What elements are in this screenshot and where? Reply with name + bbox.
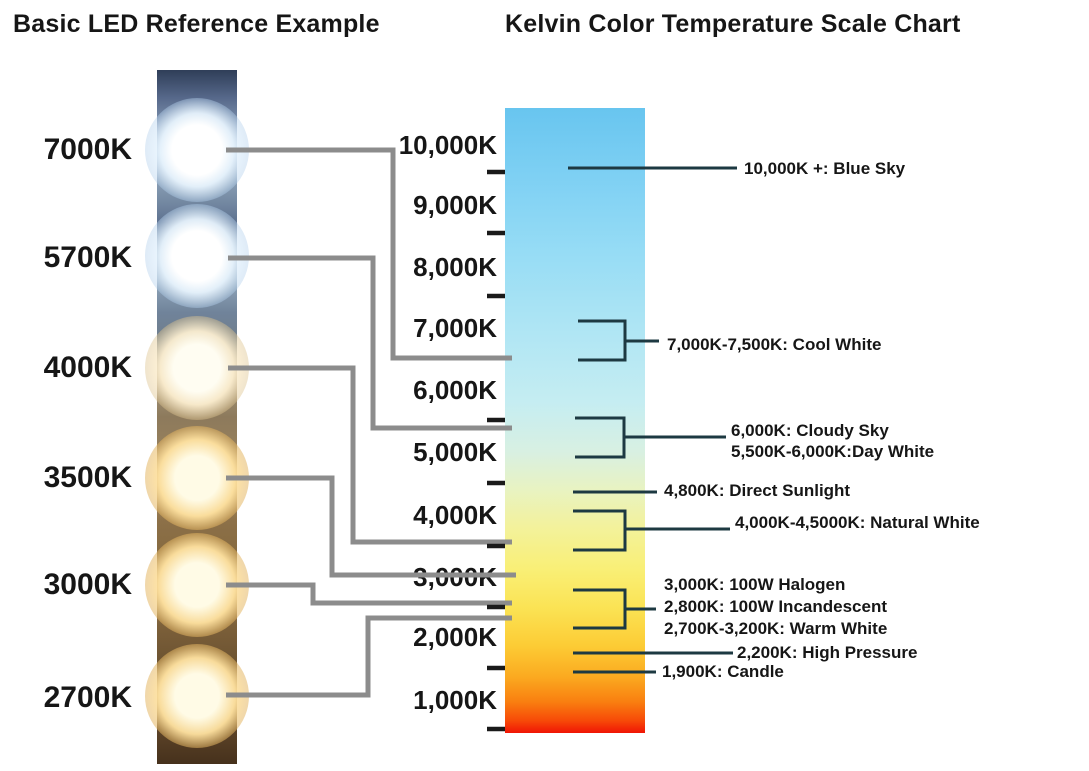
led-glow-3500k	[145, 426, 249, 530]
scale-label-2000k: 2,000K	[413, 622, 497, 652]
annotation-cool-white: 7,000K-7,500K: Cool White	[667, 335, 882, 354]
led-glow-7000k	[145, 98, 249, 202]
led-glow-4000k	[145, 316, 249, 420]
right-panel-title: Kelvin Color Temperature Scale Chart	[505, 10, 961, 38]
led-glow-2700k	[145, 644, 249, 748]
annotation-day-white: 5,500K-6,000K:Day White	[731, 442, 935, 461]
annotation-halogen: 3,000K: 100W Halogen	[664, 575, 846, 594]
annotation-candle: 1,900K: Candle	[662, 662, 784, 681]
led-glow-3000k	[145, 533, 249, 637]
left-panel-title: Basic LED Reference Example	[13, 10, 380, 38]
scale-label-5000k: 5,000K	[413, 437, 497, 467]
annotation-warm-white: 2,700K-3,200K: Warm White	[664, 619, 888, 638]
led-label-5700k: 5700K	[43, 241, 132, 274]
led-label-4000k: 4000K	[43, 351, 132, 384]
scale-label-4000k: 4,000K	[413, 500, 497, 530]
led-label-3500k: 3500K	[43, 461, 132, 494]
annotation-cloudy-sky: 6,000K: Cloudy Sky	[731, 421, 889, 440]
annotation-blue-sky: 10,000K +: Blue Sky	[744, 159, 906, 178]
annotation-direct-sunlight: 4,800K: Direct Sunlight	[664, 481, 851, 500]
annotation-incandescent: 2,800K: 100W Incandescent	[664, 597, 887, 616]
scale-label-9000k: 9,000K	[413, 190, 497, 220]
led-label-7000k: 7000K	[43, 133, 132, 166]
led-strip-photo	[145, 70, 249, 764]
led-label-2700k: 2700K	[43, 681, 132, 714]
scale-label-10000k: 10,000K	[398, 130, 497, 160]
scale-label-8000k: 8,000K	[413, 252, 497, 282]
scale-label-7000k: 7,000K	[413, 313, 497, 343]
led-label-3000k: 3000K	[43, 568, 132, 601]
kelvin-gradient-bar	[505, 108, 645, 733]
annotation-natural-white: 4,000K-4,5000K: Natural White	[735, 513, 980, 532]
annotation-high-pressure: 2,200K: High Pressure	[737, 643, 918, 662]
scale-label-1000k: 1,000K	[413, 685, 497, 715]
led-glow-5700k	[145, 204, 249, 308]
scale-label-3000k: 3,000K	[413, 562, 497, 592]
scale-label-6000k: 6,000K	[413, 375, 497, 405]
